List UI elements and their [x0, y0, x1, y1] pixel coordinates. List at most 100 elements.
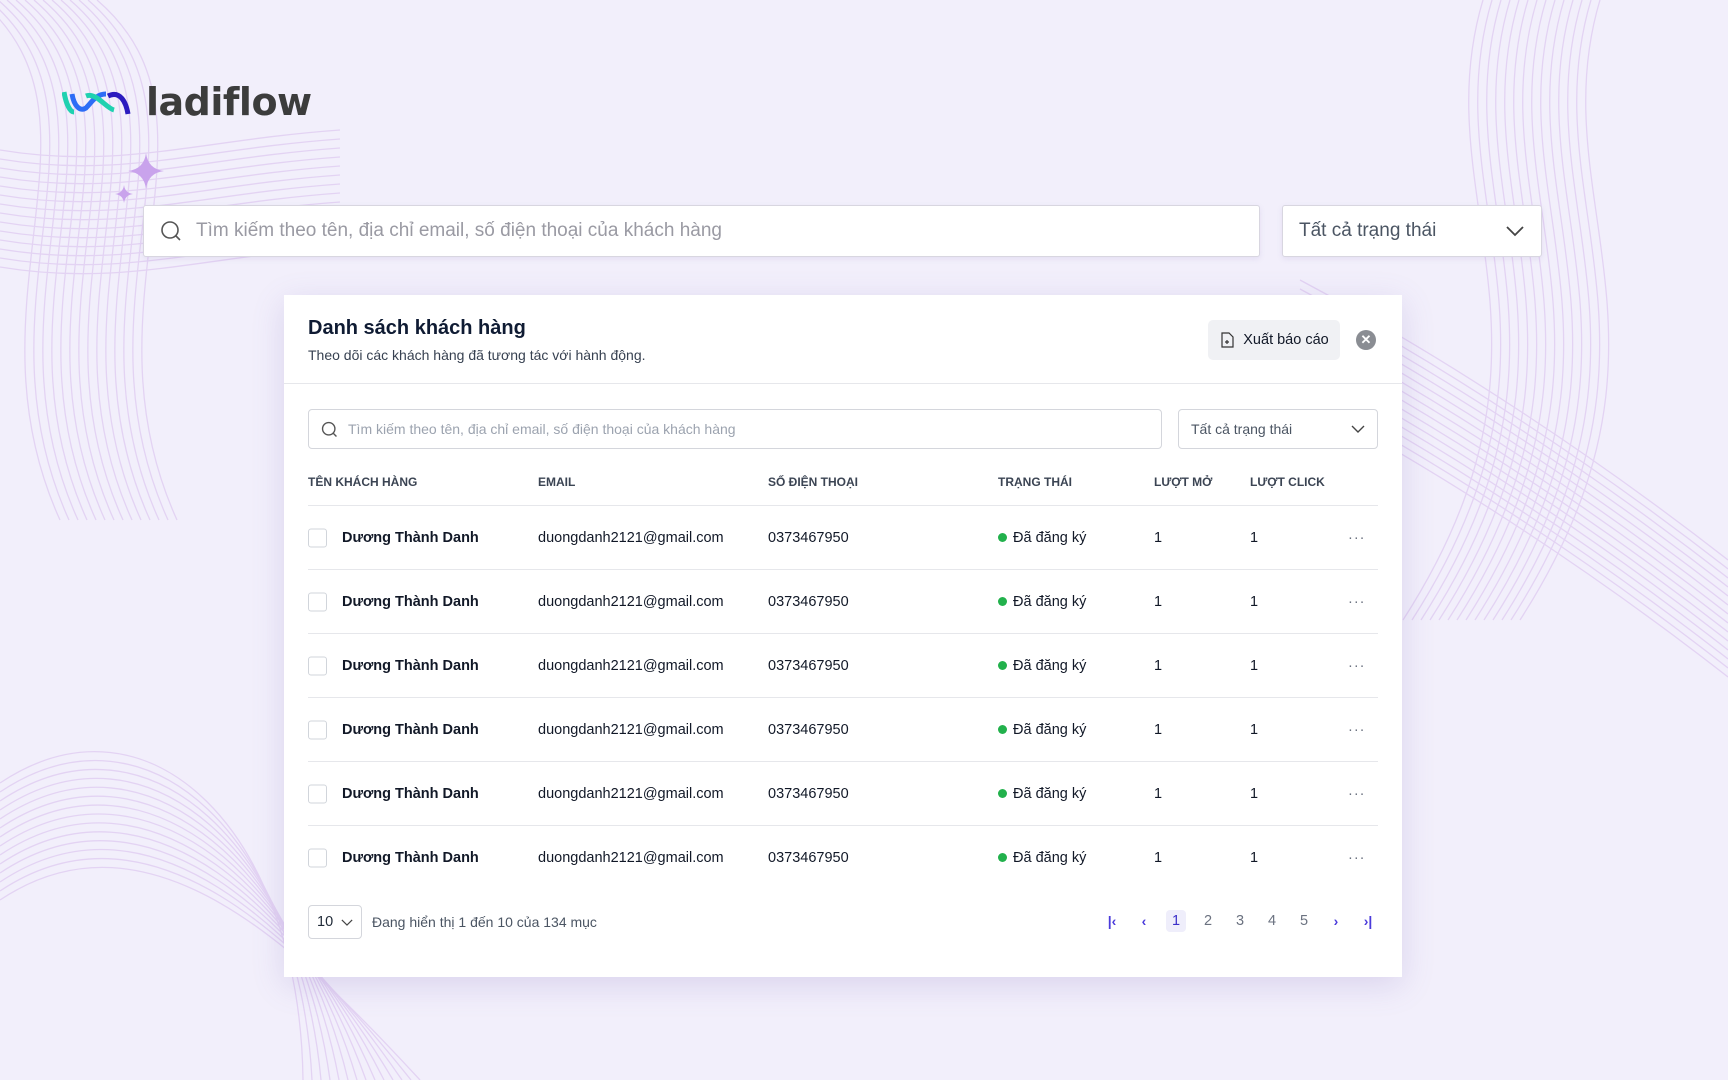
- pagination: |‹ ‹ 1 2 3 4 5 › ›|: [1102, 910, 1378, 932]
- prev-page-icon[interactable]: ‹: [1141, 913, 1147, 929]
- search-icon: [161, 221, 181, 241]
- ladiflow-logo: ladiflow: [62, 80, 312, 124]
- table-status-select[interactable]: Tất cả trạng thái: [1178, 409, 1378, 449]
- status-select-value: Tất cả trạng thái: [1299, 220, 1437, 241]
- chevron-down-icon: [1506, 226, 1524, 237]
- table-row[interactable]: Dương Thành Danh duongdanh2121@gmail.com…: [308, 569, 1378, 633]
- page-4[interactable]: 4: [1267, 913, 1277, 929]
- pagination-info: Đang hiển thị 1 đến 10 của 134 mục: [372, 914, 597, 930]
- more-actions-icon[interactable]: ···: [1348, 593, 1366, 610]
- more-actions-icon[interactable]: ···: [1348, 721, 1366, 738]
- row-checkbox[interactable]: [308, 656, 327, 675]
- top-search-input[interactable]: Tìm kiếm theo tên, địa chỉ email, số điệ…: [143, 205, 1260, 257]
- opens-count: 1: [1154, 593, 1163, 610]
- customer-email: duongdanh2121@gmail.com: [538, 529, 724, 546]
- clicks-count: 1: [1250, 849, 1259, 866]
- table-row[interactable]: Dương Thành Danh duongdanh2121@gmail.com…: [308, 697, 1378, 761]
- customer-phone: 0373467950: [768, 529, 849, 546]
- customer-email: duongdanh2121@gmail.com: [538, 849, 724, 866]
- table-search-input[interactable]: Tìm kiếm theo tên, địa chỉ email, số điệ…: [308, 409, 1162, 449]
- status-badge: Đã đăng ký: [998, 594, 1086, 610]
- row-checkbox[interactable]: [308, 784, 327, 803]
- clicks-count: 1: [1250, 593, 1259, 610]
- row-checkbox[interactable]: [308, 528, 327, 547]
- status-text: Đã đăng ký: [1013, 785, 1087, 802]
- customer-name: Dương Thành Danh: [342, 849, 479, 866]
- customer-email: duongdanh2121@gmail.com: [538, 785, 724, 802]
- customer-email: duongdanh2121@gmail.com: [538, 721, 724, 738]
- sparkle-icon: [128, 153, 164, 189]
- status-text: Đã đăng ký: [1013, 849, 1087, 866]
- status-text: Đã đăng ký: [1013, 593, 1087, 610]
- card-subtitle: Theo dõi các khách hàng đã tương tác với…: [308, 347, 646, 363]
- page-2[interactable]: 2: [1203, 913, 1213, 929]
- card-title: Danh sách khách hàng: [308, 317, 526, 339]
- last-page-icon[interactable]: ›|: [1363, 913, 1373, 929]
- top-status-select[interactable]: Tất cả trạng thái: [1282, 205, 1542, 257]
- more-actions-icon[interactable]: ···: [1348, 849, 1366, 866]
- table-search-placeholder: Tìm kiếm theo tên, địa chỉ email, số điệ…: [348, 421, 736, 437]
- chevron-down-icon: [1351, 425, 1365, 433]
- table-row[interactable]: Dương Thành Danh duongdanh2121@gmail.com…: [308, 505, 1378, 569]
- more-actions-icon[interactable]: ···: [1348, 657, 1366, 674]
- status-dot-icon: [998, 597, 1007, 606]
- export-report-button[interactable]: Xuất báo cáo: [1208, 320, 1340, 360]
- status-text: Đã đăng ký: [1013, 657, 1087, 674]
- first-page-icon[interactable]: |‹: [1107, 913, 1117, 929]
- status-text: Đã đăng ký: [1013, 721, 1087, 738]
- row-checkbox[interactable]: [308, 592, 327, 611]
- status-dot-icon: [998, 533, 1007, 542]
- customer-email: duongdanh2121@gmail.com: [538, 593, 724, 610]
- customer-phone: 0373467950: [768, 593, 849, 610]
- customer-phone: 0373467950: [768, 785, 849, 802]
- page-size-select[interactable]: 10: [308, 905, 362, 939]
- export-label: Xuất báo cáo: [1243, 332, 1329, 348]
- close-icon[interactable]: ✕: [1356, 330, 1376, 350]
- row-checkbox[interactable]: [308, 720, 327, 739]
- column-header-status[interactable]: TRẠNG THÁI: [998, 475, 1072, 489]
- opens-count: 1: [1154, 721, 1163, 738]
- customer-name: Dương Thành Danh: [342, 657, 479, 674]
- page-3[interactable]: 3: [1235, 913, 1245, 929]
- chevron-down-icon: [341, 919, 353, 926]
- page-1[interactable]: 1: [1166, 910, 1186, 932]
- column-header-phone[interactable]: SỐ ĐIỆN THOẠI: [768, 475, 859, 489]
- status-dot-icon: [998, 661, 1007, 670]
- column-header-name[interactable]: TÊN KHÁCH HÀNG: [308, 475, 418, 489]
- opens-count: 1: [1154, 849, 1163, 866]
- next-page-icon[interactable]: ›: [1333, 913, 1339, 929]
- table-row[interactable]: Dương Thành Danh duongdanh2121@gmail.com…: [308, 633, 1378, 697]
- opens-count: 1: [1154, 529, 1163, 546]
- clicks-count: 1: [1250, 785, 1259, 802]
- customer-phone: 0373467950: [768, 721, 849, 738]
- row-checkbox[interactable]: [308, 848, 327, 867]
- opens-count: 1: [1154, 657, 1163, 674]
- status-dot-icon: [998, 725, 1007, 734]
- customer-list-card: Danh sách khách hàng Theo dõi các khách …: [284, 295, 1402, 977]
- brand-name: ladiflow: [146, 80, 312, 124]
- status-badge: Đã đăng ký: [998, 786, 1086, 802]
- page-size-value: 10: [317, 914, 334, 930]
- customer-email: duongdanh2121@gmail.com: [538, 657, 724, 674]
- status-dot-icon: [998, 789, 1007, 798]
- clicks-count: 1: [1250, 721, 1259, 738]
- customer-name: Dương Thành Danh: [342, 593, 479, 610]
- page-5[interactable]: 5: [1299, 913, 1309, 929]
- table-row[interactable]: Dương Thành Danh duongdanh2121@gmail.com…: [308, 825, 1378, 889]
- more-actions-icon[interactable]: ···: [1348, 529, 1366, 546]
- status-dot-icon: [998, 853, 1007, 862]
- column-header-clicks[interactable]: LƯỢT CLICK: [1250, 475, 1325, 489]
- search-icon: [321, 421, 337, 437]
- status-badge: Đã đăng ký: [998, 850, 1086, 866]
- customer-name: Dương Thành Danh: [342, 785, 479, 802]
- opens-count: 1: [1154, 785, 1163, 802]
- table-status-value: Tất cả trạng thái: [1191, 421, 1293, 437]
- file-export-icon: [1221, 332, 1234, 348]
- column-header-opens[interactable]: LƯỢT MỞ: [1154, 475, 1213, 489]
- table-row[interactable]: Dương Thành Danh duongdanh2121@gmail.com…: [308, 761, 1378, 825]
- customer-phone: 0373467950: [768, 657, 849, 674]
- column-header-email[interactable]: EMAIL: [538, 475, 576, 489]
- table-footer: 10 Đang hiển thị 1 đến 10 của 134 mục |‹…: [308, 905, 1378, 939]
- clicks-count: 1: [1250, 529, 1259, 546]
- more-actions-icon[interactable]: ···: [1348, 785, 1366, 802]
